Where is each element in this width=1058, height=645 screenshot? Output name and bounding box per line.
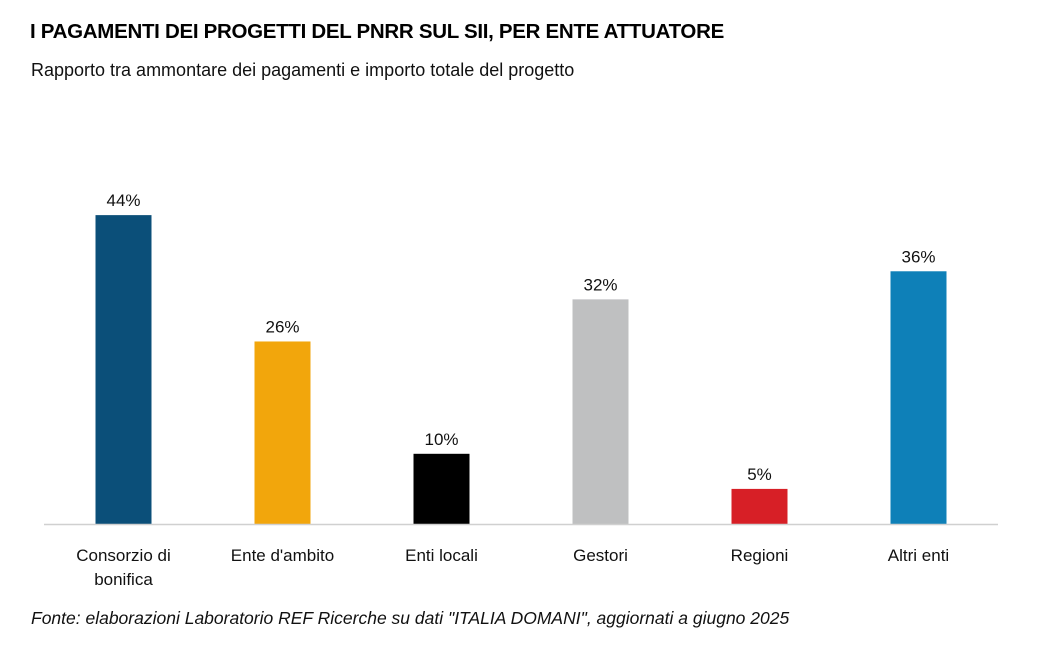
bar <box>254 341 311 524</box>
chart-title: I PAGAMENTI DEI PROGETTI DEL PNRR SUL SI… <box>30 20 724 43</box>
data-label: 5% <box>747 465 772 484</box>
data-label: 10% <box>424 430 458 449</box>
data-label: 36% <box>901 247 935 266</box>
x-tick-label: Gestori <box>573 546 628 565</box>
bar <box>95 215 152 524</box>
bar <box>413 453 470 524</box>
data-label: 26% <box>265 317 299 336</box>
bar <box>572 299 629 524</box>
x-tick-label: Regioni <box>731 546 789 565</box>
data-label: 32% <box>583 275 617 294</box>
bar <box>890 271 947 524</box>
x-tick-label: Altri enti <box>888 546 949 565</box>
x-tick-label: Ente d'ambito <box>231 546 334 565</box>
bar <box>731 488 788 524</box>
chart-subtitle: Rapporto tra ammontare dei pagamenti e i… <box>31 60 575 80</box>
x-tick-label: Enti locali <box>405 546 478 565</box>
data-label: 44% <box>106 191 140 210</box>
x-tick-label: bonifica <box>94 570 153 589</box>
source-note: Fonte: elaborazioni Laboratorio REF Rice… <box>31 608 790 628</box>
x-tick-label: Consorzio di <box>76 546 171 565</box>
